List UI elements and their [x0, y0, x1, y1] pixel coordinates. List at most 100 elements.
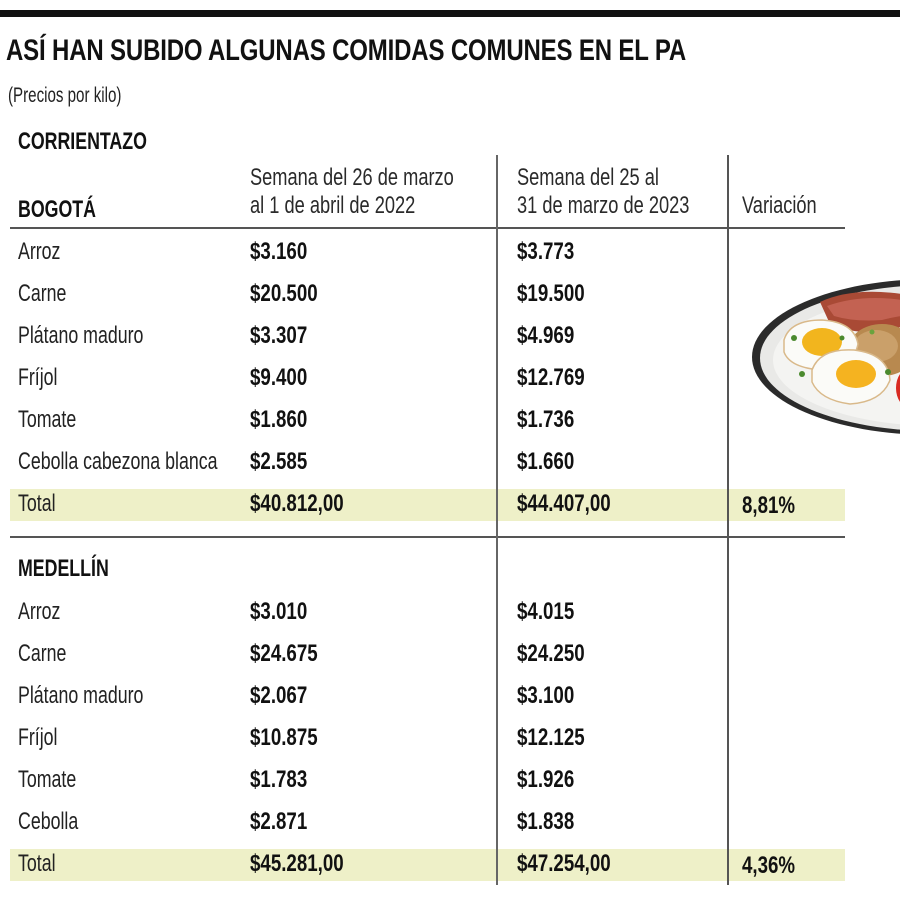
- price-2022: $3.160: [250, 231, 323, 273]
- price-2023: $12.125: [517, 717, 604, 759]
- total-label: Total: [18, 843, 69, 885]
- item-name: Tomate: [18, 759, 97, 801]
- price-2022-text: $2.585: [250, 448, 308, 475]
- column-header-2023: Semana del 25 al 31 de marzo de 2023: [517, 164, 744, 220]
- column-header-2022-line2: al 1 de abril de 2022: [250, 192, 416, 219]
- total-band-bogota: [10, 489, 845, 521]
- column-header-2023-line1: Semana del 25 al: [517, 164, 659, 191]
- price-2023-text: $4.015: [517, 598, 575, 625]
- city-label-medellin: MEDELLÍN: [18, 555, 141, 583]
- price-2022: $24.675: [250, 633, 337, 675]
- table-row: Cebolla $2.871 $1.838: [0, 801, 900, 843]
- price-2022: $1.783: [250, 759, 323, 801]
- item-name-text: Cebolla: [18, 808, 79, 835]
- column-divider-1: [496, 155, 498, 885]
- total-2022: $45.281,00: [250, 843, 370, 885]
- category-label-text: CORRIENTAZO: [18, 128, 147, 155]
- breakfast-plate-image: [752, 280, 900, 434]
- item-name: Cebolla cabezona blanca: [18, 441, 288, 483]
- total-label-text: Total: [18, 850, 56, 877]
- price-2023: $3.100: [517, 675, 590, 717]
- total-band-medellin: [10, 849, 845, 881]
- item-name-text: Tomate: [18, 406, 77, 433]
- price-2023: $1.660: [517, 441, 590, 483]
- price-2023-text: $4.969: [517, 322, 575, 349]
- price-2023-text: $12.125: [517, 724, 585, 751]
- variation-value: 4,36%: [742, 845, 810, 887]
- section-divider: [10, 536, 845, 538]
- top-rule: [0, 10, 900, 17]
- category-label: CORRIENTAZO: [18, 128, 192, 156]
- price-2022-text: $3.010: [250, 598, 308, 625]
- total-2023-text: $44.407,00: [517, 490, 611, 517]
- item-name-text: Plátano maduro: [18, 322, 144, 349]
- total-2023-text: $47.254,00: [517, 850, 611, 877]
- price-2022-text: $1.783: [250, 766, 308, 793]
- price-2023-text: $12.769: [517, 364, 585, 391]
- price-2022-text: $10.875: [250, 724, 318, 751]
- column-header-2023-line2: 31 de marzo de 2023: [517, 192, 690, 219]
- total-2022: $40.812,00: [250, 483, 370, 525]
- item-name: Fríjol: [18, 357, 71, 399]
- medellin-table: Arroz $3.010 $4.015 Carne $24.675 $24.25…: [0, 591, 900, 885]
- table-row: Arroz $3.160 $3.773: [0, 231, 900, 273]
- total-label: Total: [18, 483, 69, 525]
- item-name: Cebolla: [18, 801, 99, 843]
- price-2022-text: $3.160: [250, 238, 308, 265]
- price-2022-text: $24.675: [250, 640, 318, 667]
- table-row: Carne $24.675 $24.250: [0, 633, 900, 675]
- item-name: Carne: [18, 273, 83, 315]
- price-2023-text: $3.100: [517, 682, 575, 709]
- price-2022-text: $3.307: [250, 322, 308, 349]
- column-header-variation: Variación: [742, 192, 840, 220]
- price-2023: $24.250: [517, 633, 604, 675]
- table-row: Fríjol $9.400 $12.769: [0, 357, 900, 399]
- price-2023-text: $3.773: [517, 238, 575, 265]
- total-row: Total $40.812,00 $44.407,00 8,81%: [0, 483, 900, 525]
- city-label-bogota-text: BOGOTÁ: [18, 196, 96, 223]
- price-2022-text: $9.400: [250, 364, 308, 391]
- price-2023: $4.015: [517, 591, 590, 633]
- variation-value-text: 4,36%: [742, 852, 796, 879]
- price-2022-text: $2.871: [250, 808, 308, 835]
- total-2022-text: $45.281,00: [250, 850, 344, 877]
- item-name-text: Carne: [18, 640, 67, 667]
- price-2023: $19.500: [517, 273, 604, 315]
- price-2023-text: $1.838: [517, 808, 575, 835]
- table-row: Tomate $1.783 $1.926: [0, 759, 900, 801]
- item-name: Arroz: [18, 591, 75, 633]
- price-2022: $2.067: [250, 675, 323, 717]
- price-2023: $1.736: [517, 399, 590, 441]
- total-label-text: Total: [18, 490, 56, 517]
- table-row: Fríjol $10.875 $12.125: [0, 717, 900, 759]
- page-title-text: ASÍ HAN SUBIDO ALGUNAS COMIDAS COMUNES E…: [6, 34, 687, 67]
- total-2022-text: $40.812,00: [250, 490, 344, 517]
- variation-value: 8,81%: [742, 485, 810, 527]
- table-row: Carne $20.500 $19.500: [0, 273, 900, 315]
- price-2023-text: $1.736: [517, 406, 575, 433]
- variation-value-text: 8,81%: [742, 492, 796, 519]
- price-2022-text: $20.500: [250, 280, 318, 307]
- item-name-text: Tomate: [18, 766, 77, 793]
- price-2022: $3.307: [250, 315, 323, 357]
- price-2023: $1.838: [517, 801, 590, 843]
- item-name: Plátano maduro: [18, 315, 187, 357]
- item-name-text: Plátano maduro: [18, 682, 144, 709]
- item-name-text: Cebolla cabezona blanca: [18, 448, 218, 475]
- column-divider-2: [727, 155, 729, 885]
- item-name: Arroz: [18, 231, 75, 273]
- table-row: Cebolla cabezona blanca $2.585 $1.660: [0, 441, 900, 483]
- price-2022: $2.585: [250, 441, 323, 483]
- price-2022-text: $2.067: [250, 682, 308, 709]
- price-2023-text: $19.500: [517, 280, 585, 307]
- column-header-2022-line1: Semana del 26 de marzo: [250, 164, 454, 191]
- price-2023: $3.773: [517, 231, 590, 273]
- item-name: Fríjol: [18, 717, 71, 759]
- item-name-text: Fríjol: [18, 364, 58, 391]
- city-label-bogota: BOGOTÁ: [18, 196, 123, 224]
- page-subtitle-text: (Precios por kilo): [8, 84, 122, 107]
- price-2023-text: $1.660: [517, 448, 575, 475]
- price-2023-text: $24.250: [517, 640, 585, 667]
- item-name: Tomate: [18, 399, 97, 441]
- item-name-text: Fríjol: [18, 724, 58, 751]
